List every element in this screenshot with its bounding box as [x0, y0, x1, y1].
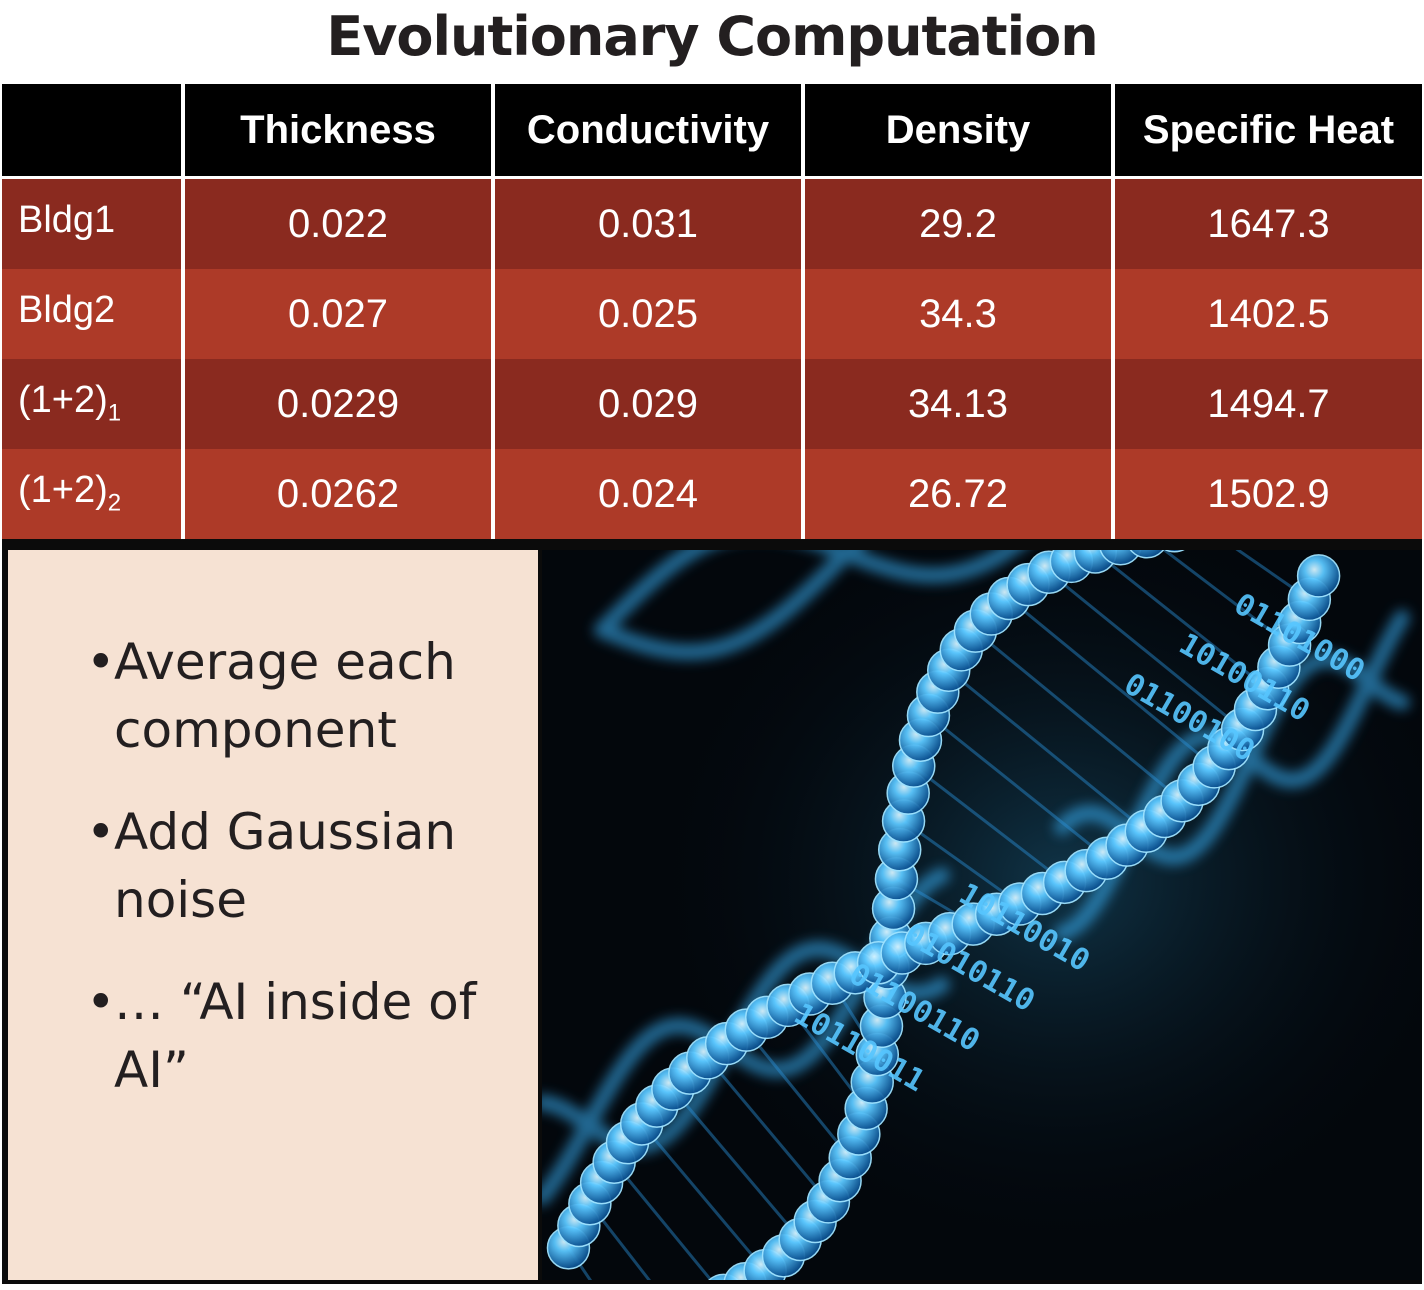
header-density: Density — [803, 84, 1115, 179]
content-frame: Thickness Conductivity Density Specific … — [2, 84, 1422, 1284]
cell-density: 26.72 — [803, 449, 1115, 539]
row-label: (1+2)1 — [2, 359, 185, 449]
bullet-text: Add Gaussian noise — [114, 803, 457, 929]
cell-thickness: 0.0262 — [183, 449, 495, 539]
row-label: Bldg1 — [2, 177, 185, 269]
table-row: (1+2)1 0.0229 0.029 34.13 1494.7 — [2, 359, 1422, 449]
cell-thickness: 0.022 — [183, 177, 495, 269]
table-row: Bldg1 0.022 0.031 29.2 1647.3 — [2, 177, 1422, 269]
cell-conductivity: 0.029 — [493, 359, 805, 449]
table-header-row: Thickness Conductivity Density Specific … — [2, 84, 1422, 179]
cell-density: 29.2 — [803, 177, 1115, 269]
bullet-list: • Average each component • Add Gaussian no… — [86, 628, 526, 1138]
bullet-icon: • — [86, 803, 116, 861]
cell-specific-heat: 1494.7 — [1113, 359, 1422, 449]
properties-table: Thickness Conductivity Density Specific … — [2, 84, 1422, 539]
cell-conductivity: 0.024 — [493, 449, 805, 539]
cell-density: 34.13 — [803, 359, 1115, 449]
list-item: •… “AI inside of AI” — [86, 968, 526, 1104]
cell-conductivity: 0.031 — [493, 177, 805, 269]
row-label: (1+2)2 — [2, 449, 185, 539]
bullet-text: Average each component — [114, 633, 456, 759]
header-conductivity: Conductivity — [493, 84, 805, 179]
cell-specific-heat: 1502.9 — [1113, 449, 1422, 539]
bullet-panel: • Average each component • Add Gaussian no… — [8, 550, 538, 1280]
cell-specific-heat: 1647.3 — [1113, 177, 1422, 269]
header-thickness: Thickness — [183, 84, 495, 179]
page-title: Evolutionary Computation — [326, 5, 1098, 68]
cell-specific-heat: 1402.5 — [1113, 269, 1422, 359]
table-row: (1+2)2 0.0262 0.024 26.72 1502.9 — [2, 449, 1422, 539]
cell-thickness: 0.0229 — [183, 359, 495, 449]
list-item: • Add Gaussian noise — [86, 798, 526, 934]
list-item: • Average each component — [86, 628, 526, 764]
cell-conductivity: 0.025 — [493, 269, 805, 359]
dna-helix-icon: 1011001101100110010101101011001001100100… — [542, 550, 1420, 1280]
table-row: Bldg2 0.027 0.025 34.3 1402.5 — [2, 269, 1422, 359]
bullet-icon: • — [86, 973, 116, 1031]
bullet-icon: • — [86, 633, 116, 691]
cell-density: 34.3 — [803, 269, 1115, 359]
header-specific-heat: Specific Heat — [1113, 84, 1422, 179]
dna-helix-image: 10110011 01100110 01010110 10110010 01100100… — [542, 550, 1420, 1280]
bullet-text: … “AI inside of AI” — [114, 973, 477, 1099]
row-label: Bldg2 — [2, 269, 185, 359]
cell-thickness: 0.027 — [183, 269, 495, 359]
header-corner — [2, 84, 185, 179]
